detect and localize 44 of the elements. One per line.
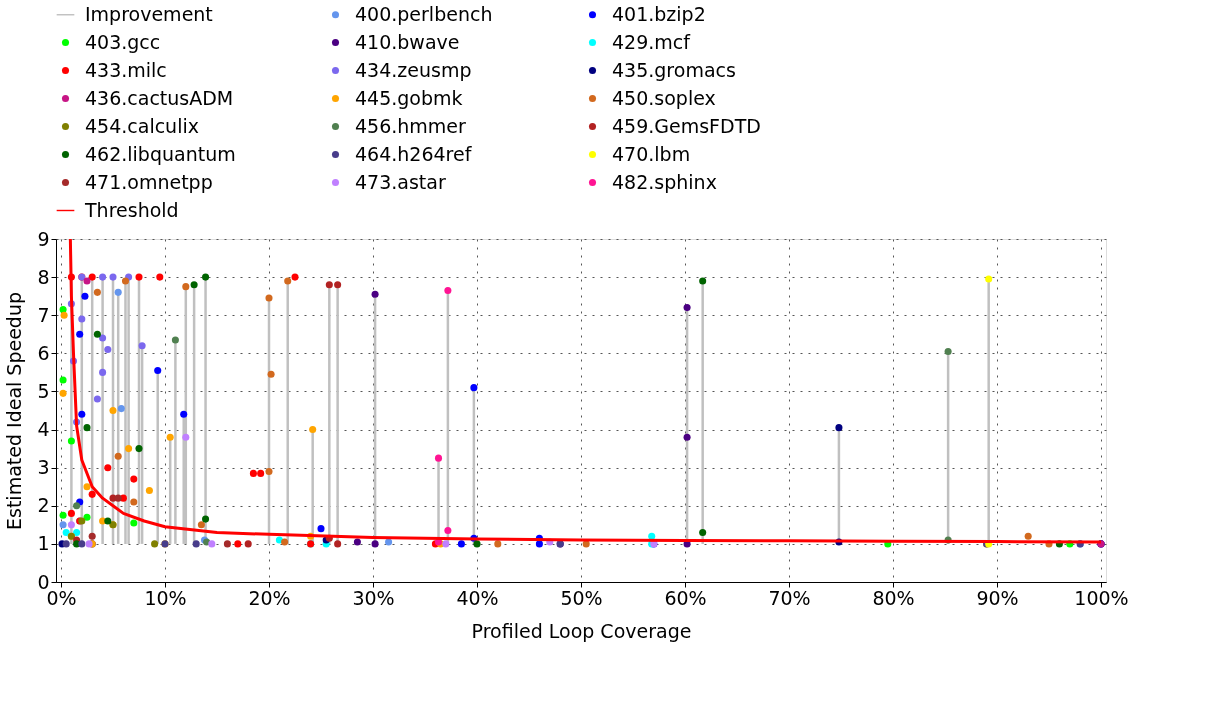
legend-label: 410.bwave [355,30,460,53]
x-tick-label: 20% [248,586,291,609]
x-tick-label: 60% [664,586,707,609]
legend-label: 434.zeusmp [355,58,472,81]
legend-label: 456.hmmer [355,114,467,137]
y-tick-label: 2 [37,494,50,517]
y-tick-label: 9 [37,227,50,250]
x-tick-label: 90% [976,586,1019,609]
legend-label: 464.h264ref [355,142,473,165]
legend-label: 454.calculix [85,114,199,137]
x-axis-title: Profiled Loop Coverage [471,619,692,642]
legend-label: 400.perlbench [355,2,493,25]
legend-label: 450.soplex [612,86,716,109]
x-tick-label: 80% [872,586,915,609]
y-tick-label: 6 [37,341,50,364]
legend-label: 403.gcc [85,30,161,53]
y-tick-label: 1 [37,532,50,555]
x-tick-label: 40% [456,586,499,609]
legend-label: Threshold [84,198,179,221]
legend-label: 436.cactusADM [85,86,234,109]
x-tick-label: 30% [352,586,395,609]
x-tick-label: 10% [144,586,187,609]
legend-label: 429.mcf [612,30,692,53]
legend-label: 482.sphinx [612,170,717,193]
legend-label: 459.GemsFDTD [612,114,761,137]
legend-label: 470.lbm [612,142,691,165]
y-axis-title: Estimated Ideal Speedup [3,291,26,531]
legend-label: 471.omnetpp [85,170,213,193]
legend-label: 445.gobmk [355,86,463,109]
y-tick-label: 0 [37,570,50,593]
legend-label: Improvement [85,2,213,25]
legend-label: 462.libquantum [85,142,236,165]
legend-label: 435.gromacs [612,58,736,81]
y-tick-label: 7 [37,303,50,326]
x-tick-label: 70% [768,586,811,609]
y-tick-label: 4 [37,418,50,441]
legend-label: 433.milc [85,58,167,81]
y-tick-label: 8 [37,265,50,288]
y-tick-label: 5 [37,379,50,402]
legend-label: 401.bzip2 [612,2,706,25]
y-tick-label: 3 [37,456,50,479]
x-tick-label: 50% [560,586,603,609]
legend-label: 473.astar [355,170,446,193]
x-tick-label: 100% [1074,586,1129,609]
